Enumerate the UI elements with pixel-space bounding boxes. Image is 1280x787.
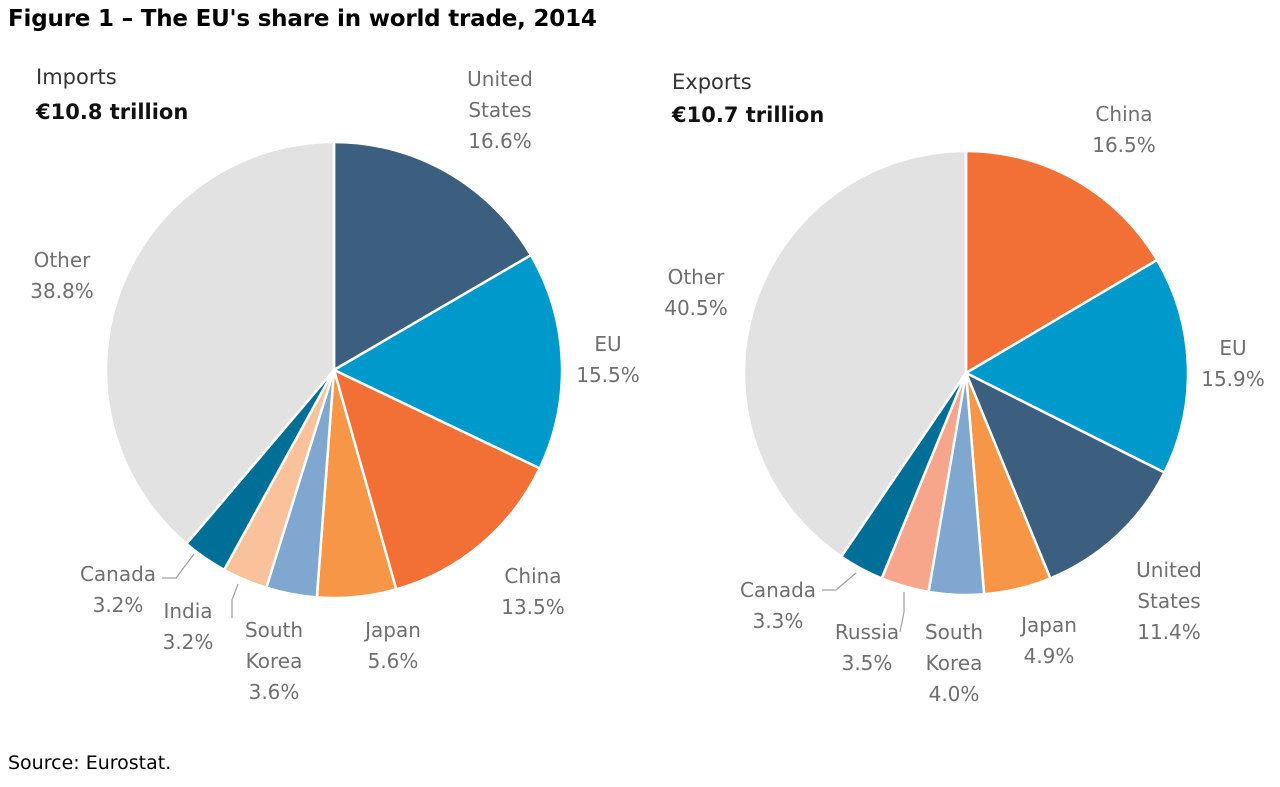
imports-slice-other: [104, 140, 336, 546]
imports-leader-canada: [162, 553, 195, 579]
exports-heading: Exports: [672, 70, 752, 94]
imports-slice-united-states: [332, 140, 533, 372]
imports-label-south-korea: South Korea 3.6%: [245, 618, 303, 704]
figure-title: Figure 1 – The EU's share in world trade…: [8, 6, 597, 32]
exports-slice-eu: [964, 258, 1190, 474]
exports-label-russia: Russia 3.5%: [835, 620, 899, 675]
imports-label-india: India 3.2%: [163, 599, 214, 654]
imports-label-eu: EU 15.5%: [576, 332, 640, 387]
source-note: Source: Eurostat.: [8, 752, 172, 774]
exports-slice-china: [964, 149, 1159, 375]
exports-label-canada: Canada 3.3%: [740, 578, 816, 633]
exports-leader-canada: [822, 572, 857, 591]
imports-heading: Imports: [36, 65, 117, 89]
exports-label-china: China 16.5%: [1092, 102, 1156, 157]
imports-label-united-states: United States 16.6%: [467, 67, 533, 153]
imports-label-japan: Japan 5.6%: [363, 618, 421, 673]
exports-pie: China 16.5% EU 15.9% United States 11.4% Japan 4…: [664, 70, 1265, 706]
exports-slice-united-states: [964, 371, 1166, 580]
imports-total: €10.8 trillion: [35, 100, 188, 124]
exports-label-other: Other 40.5%: [664, 265, 728, 320]
exports-leader-russia: [899, 592, 905, 633]
imports-leader-india: [231, 583, 239, 618]
exports-label-eu: EU 15.9%: [1201, 336, 1265, 391]
imports-label-other: Other 38.8%: [30, 248, 94, 303]
imports-label-china: China 13.5%: [501, 564, 565, 619]
exports-slice-other: [742, 149, 968, 558]
exports-label-united-states: United States 11.4%: [1136, 558, 1202, 644]
exports-total: €10.7 trillion: [671, 103, 824, 127]
exports-label-japan: Japan 4.9%: [1019, 613, 1077, 668]
imports-label-canada: Canada 3.2%: [80, 562, 156, 617]
imports-pie: United States 16.6% EU 15.5% China 13.5% Japan 5…: [30, 65, 640, 704]
imports-slice-eu: [332, 253, 564, 470]
exports-label-south-korea: South Korea 4.0%: [925, 620, 983, 706]
imports-slice-china: [332, 368, 541, 591]
